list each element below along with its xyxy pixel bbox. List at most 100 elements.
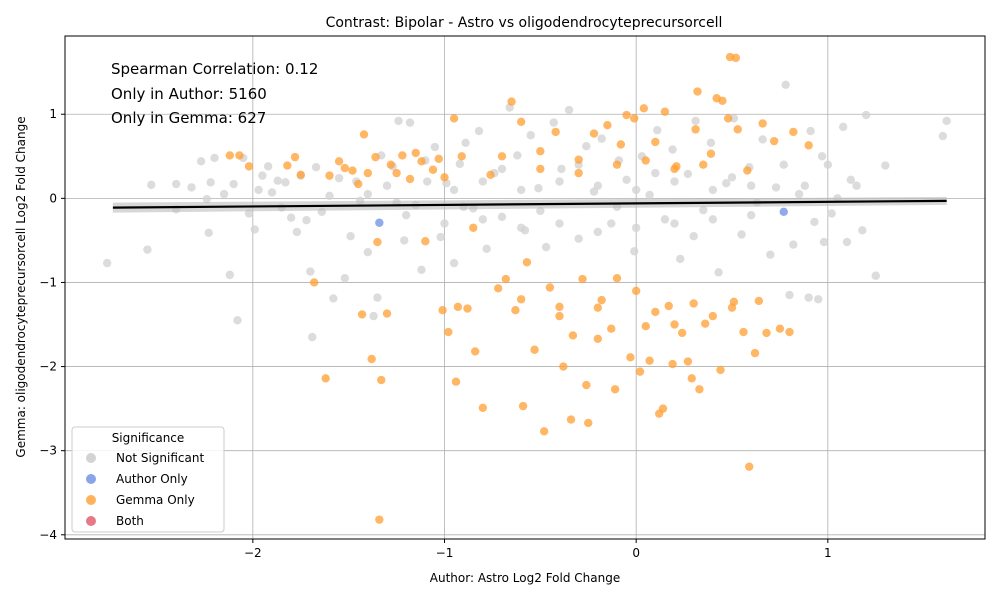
point-not-significant	[334, 173, 344, 183]
point-gemma-only	[635, 367, 645, 376]
point-gemma-only	[225, 151, 235, 160]
point-not-significant	[597, 134, 606, 143]
point-gemma-only	[382, 309, 392, 318]
point-gemma-only	[641, 156, 650, 165]
point-gemma-only	[244, 162, 254, 171]
point-gemma-only	[493, 284, 503, 293]
point-gemma-only	[398, 151, 407, 160]
point-not-significant	[823, 160, 833, 169]
point-gemma-only	[555, 302, 564, 312]
point-gemma-only	[555, 311, 564, 321]
point-not-significant	[846, 175, 856, 185]
point-gemma-only	[371, 152, 380, 162]
point-not-significant	[800, 181, 810, 190]
point-gemma-only	[630, 114, 639, 123]
point-gemma-only	[348, 166, 357, 175]
point-not-significant	[699, 205, 708, 215]
y-axis-ticks: −4 −3 −2 −1 0 1	[39, 107, 65, 542]
point-not-significant	[394, 116, 403, 126]
point-gemma-only	[597, 295, 606, 305]
point-gemma-only	[677, 328, 687, 338]
point-not-significant	[254, 185, 263, 195]
point-gemma-only	[687, 374, 696, 383]
point-not-significant	[727, 173, 737, 182]
point-gemma-only	[309, 278, 319, 287]
point-gemma-only	[769, 136, 779, 146]
point-not-significant	[143, 245, 152, 254]
y-axis-label: Gemma: oligodendrocyteprecursorcell Log2…	[14, 116, 28, 457]
legend-marker-not-significant	[86, 453, 96, 463]
y-tick-label: −1	[39, 275, 57, 289]
point-not-significant	[449, 185, 459, 195]
point-gemma-only	[516, 295, 526, 304]
y-tick-label: −4	[39, 528, 57, 542]
point-gemma-only	[457, 152, 466, 161]
legend-marker-gemma-only	[86, 495, 96, 505]
point-not-significant	[676, 254, 685, 264]
point-gemma-only	[296, 170, 305, 179]
point-gemma-only	[651, 307, 660, 317]
legend-label-gemma-only: Gemma Only	[116, 493, 195, 507]
point-gemma-only	[739, 327, 748, 337]
point-not-significant	[497, 212, 507, 222]
point-not-significant	[689, 231, 698, 241]
point-not-significant	[306, 267, 315, 276]
point-not-significant	[549, 118, 558, 127]
stats-annotations: Spearman Correlation: 0.12 Only in Autho…	[111, 60, 318, 127]
point-not-significant	[842, 237, 852, 247]
point-gemma-only	[584, 418, 593, 428]
point-gemma-only	[421, 237, 430, 246]
point-gemma-only	[731, 53, 741, 63]
point-not-significant	[746, 210, 756, 220]
point-not-significant	[281, 178, 290, 187]
point-not-significant	[373, 293, 382, 302]
point-gemma-only	[357, 310, 367, 319]
point-gemma-only	[693, 87, 702, 96]
point-not-significant	[363, 189, 373, 199]
point-not-significant	[210, 153, 219, 163]
point-not-significant	[513, 151, 522, 160]
point-not-significant	[858, 226, 867, 235]
x-axis-label: Author: Astro Log2 Fold Change	[430, 571, 620, 585]
point-gemma-only	[566, 415, 576, 424]
point-gemma-only	[359, 130, 369, 139]
point-gemma-only	[700, 319, 710, 328]
point-gemma-only	[689, 299, 698, 308]
point-not-significant	[369, 311, 378, 321]
point-not-significant	[564, 105, 574, 115]
regression-line-layer	[112, 196, 947, 213]
point-not-significant	[804, 293, 813, 302]
point-not-significant	[541, 242, 551, 252]
point-not-significant	[263, 162, 273, 171]
point-gemma-only	[804, 141, 813, 150]
point-gemma-only	[664, 301, 673, 311]
point-gemma-only	[551, 127, 560, 137]
point-not-significant	[516, 185, 526, 195]
point-gemma-only	[321, 374, 330, 383]
point-gemma-only	[507, 97, 516, 106]
point-not-significant	[645, 190, 654, 200]
x-axis-ticks: −2 −1 0 1	[244, 539, 832, 560]
point-not-significant	[171, 179, 181, 189]
point-not-significant	[630, 247, 639, 256]
point-gemma-only	[574, 168, 583, 178]
point-not-significant	[708, 185, 718, 195]
point-not-significant	[557, 164, 566, 174]
point-gemma-only	[616, 140, 626, 149]
point-not-significant	[729, 114, 739, 123]
point-not-significant	[401, 210, 411, 220]
point-not-significant	[273, 176, 282, 185]
point-gemma-only	[651, 137, 660, 147]
point-gemma-only	[375, 515, 384, 524]
point-gemma-only	[607, 324, 616, 333]
point-not-significant	[651, 168, 660, 178]
point-gemma-only	[668, 359, 677, 369]
point-not-significant	[668, 145, 677, 154]
point-not-significant	[706, 138, 716, 148]
point-gemma-only	[469, 223, 478, 232]
point-gemma-only	[428, 165, 438, 174]
point-gemma-only	[743, 166, 752, 175]
legend-label-not-significant: Not Significant	[116, 451, 204, 465]
point-not-significant	[436, 232, 445, 242]
point-gemma-only	[723, 114, 733, 123]
